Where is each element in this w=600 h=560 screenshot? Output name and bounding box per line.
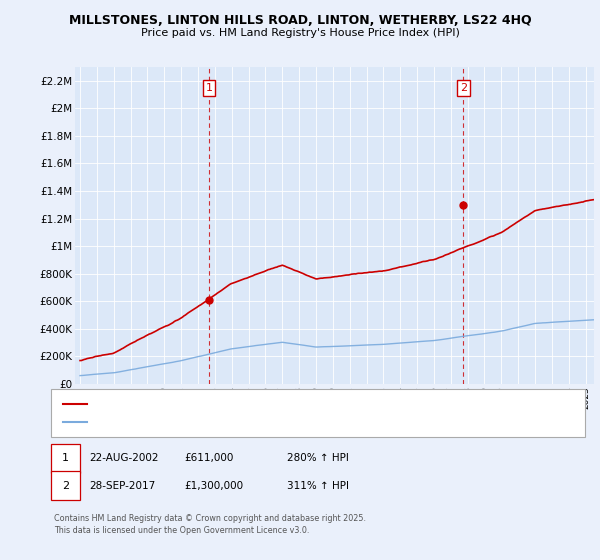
Text: MILLSTONES, LINTON HILLS ROAD, LINTON, WETHERBY, LS22 4HQ (detached house): MILLSTONES, LINTON HILLS ROAD, LINTON, W…	[93, 399, 473, 408]
Text: £1,300,000: £1,300,000	[185, 480, 244, 491]
Text: 28-SEP-2017: 28-SEP-2017	[89, 480, 155, 491]
Text: 2: 2	[460, 83, 467, 93]
Text: 1: 1	[62, 453, 69, 463]
Text: Contains HM Land Registry data © Crown copyright and database right 2025.
This d: Contains HM Land Registry data © Crown c…	[54, 514, 366, 535]
Text: 1: 1	[205, 83, 212, 93]
Text: 280% ↑ HPI: 280% ↑ HPI	[287, 453, 349, 463]
Text: MILLSTONES, LINTON HILLS ROAD, LINTON, WETHERBY, LS22 4HQ: MILLSTONES, LINTON HILLS ROAD, LINTON, W…	[68, 14, 532, 27]
Text: 2: 2	[62, 480, 69, 491]
Text: £611,000: £611,000	[185, 453, 234, 463]
Text: 22-AUG-2002: 22-AUG-2002	[89, 453, 158, 463]
Text: 311% ↑ HPI: 311% ↑ HPI	[287, 480, 349, 491]
Text: Price paid vs. HM Land Registry's House Price Index (HPI): Price paid vs. HM Land Registry's House …	[140, 28, 460, 38]
Text: HPI: Average price, detached house, Leeds: HPI: Average price, detached house, Leed…	[93, 418, 287, 427]
